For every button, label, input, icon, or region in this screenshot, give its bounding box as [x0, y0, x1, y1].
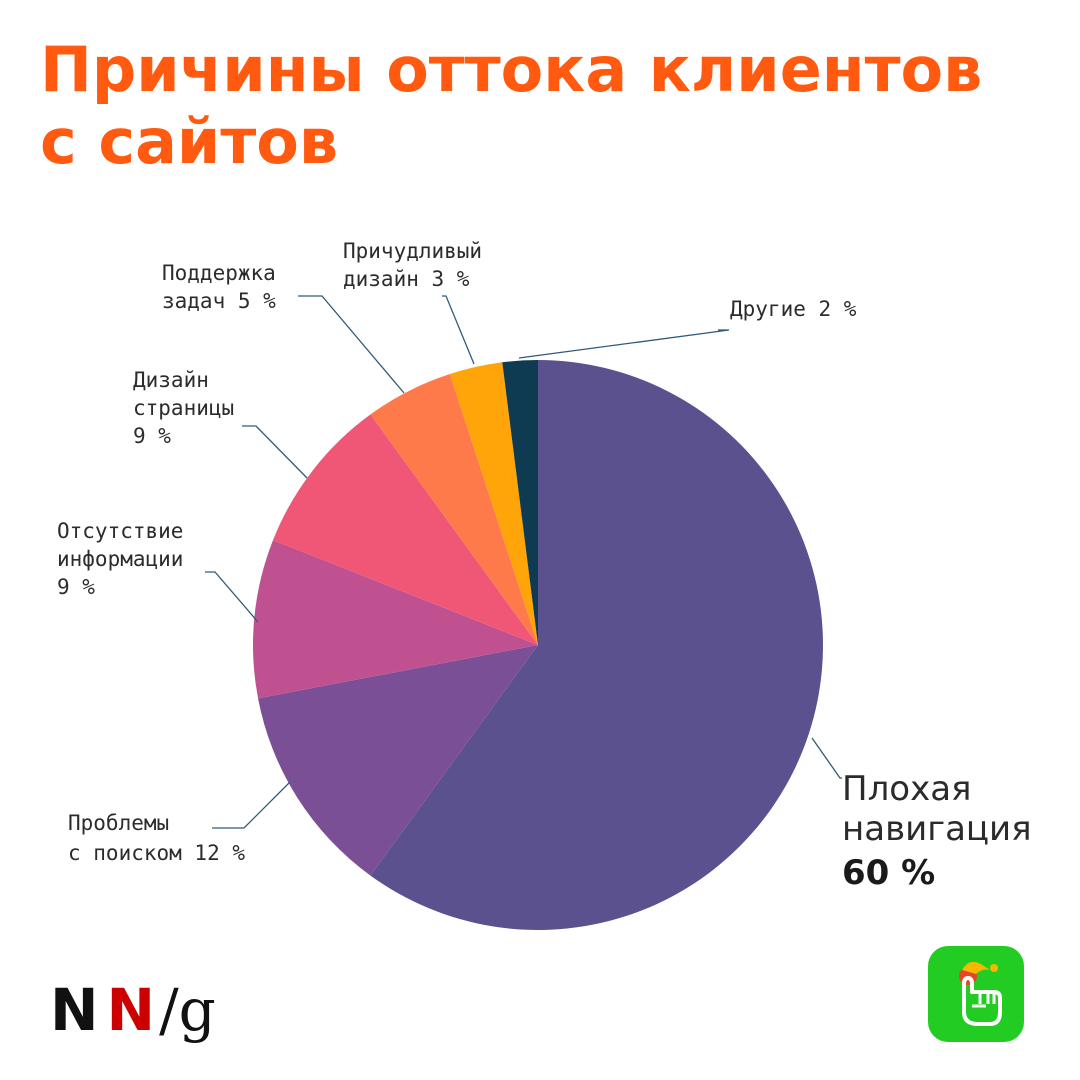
data-label-другие: Другие 2 %: [730, 297, 857, 321]
data-label-дизайн-страницы: Дизайн страницы 9 %: [133, 368, 234, 448]
data-label-отсутствие-информации: Отсутствие информации 9 %: [57, 519, 183, 599]
pie-slice-дизайн-страницы: [273, 414, 538, 645]
chart-title-line-1: Причины оттока клиентов: [40, 33, 983, 106]
logo-g: g: [178, 976, 216, 1044]
data-label-проблемы-с-поиском: Проблемы с поиском 12 %: [68, 811, 245, 865]
pie-slice-отсутствие-информации: [252, 540, 539, 699]
nng-logo: N N/g: [50, 978, 216, 1042]
data-label-причудливый-дизайн: Причудливый дизайн 3 %: [343, 239, 482, 291]
chart-title: Причины оттока клиентов с сайтов: [40, 34, 1040, 178]
pie-slice-плохая-навигация: [370, 360, 823, 931]
data-label-плохая-навигация: Плохая навигация 60 %: [842, 769, 1032, 893]
data-label-поддержка-задач: Поддержка задач 5 %: [162, 261, 276, 313]
pie-slice-причудливый-дизайн: [449, 362, 538, 645]
leader-line-проблемы-с-поиском: [212, 781, 291, 829]
leader-line-плохая-навигация: [811, 737, 842, 779]
pie-slice-другие: [502, 360, 538, 645]
leader-line-отсутствие-информации: [205, 571, 259, 623]
leader-line-поддержка-задач: [298, 295, 405, 394]
pie-slice-поддержка-задач: [370, 373, 538, 645]
leader-line-причудливый-дизайн: [442, 295, 475, 365]
leader-line-дизайн-страницы: [242, 425, 308, 479]
pointing-hand-app-icon: [928, 946, 1024, 1042]
pie-slice-проблемы-с-поиском: [258, 645, 538, 876]
logo-slash: /: [159, 976, 179, 1044]
leader-line-другие: [518, 329, 730, 359]
logo-n-black: N: [50, 976, 99, 1044]
chart-title-line-2: с сайтов: [40, 105, 339, 178]
logo-n-red: N: [106, 976, 156, 1044]
